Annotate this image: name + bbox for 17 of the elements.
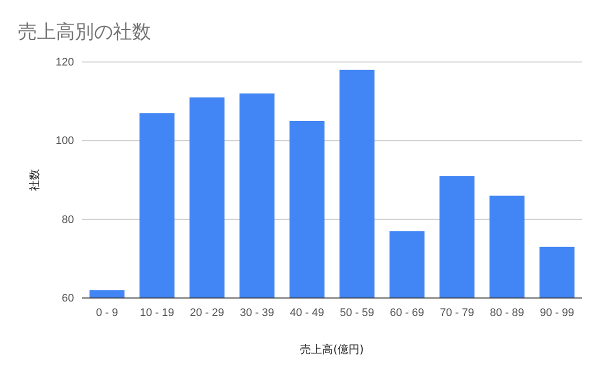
y-tick-label: 60 <box>62 292 74 305</box>
y-axis-title: 社数 <box>28 169 41 191</box>
x-tick-label: 0 - 9 <box>96 306 118 319</box>
x-tick-label: 30 - 39 <box>240 306 274 319</box>
y-tick-label: 100 <box>56 135 74 148</box>
x-tick-label: 50 - 59 <box>340 306 374 319</box>
chart-title: 売上高別の社数 <box>18 21 151 43</box>
x-axis-title: 売上高(億円) <box>300 343 364 356</box>
x-tick-label: 40 - 49 <box>290 306 324 319</box>
x-tick-label: 90 - 99 <box>540 306 574 319</box>
x-tick-label: 80 - 89 <box>490 306 524 319</box>
y-tick-label: 80 <box>62 214 74 226</box>
x-tick-label: 20 - 29 <box>190 306 224 319</box>
x-tick-label: 10 - 19 <box>140 306 174 319</box>
x-tick-label: 70 - 79 <box>440 306 474 319</box>
x-tick-label: 60 - 69 <box>390 306 424 319</box>
y-tick-label: 120 <box>56 56 74 69</box>
